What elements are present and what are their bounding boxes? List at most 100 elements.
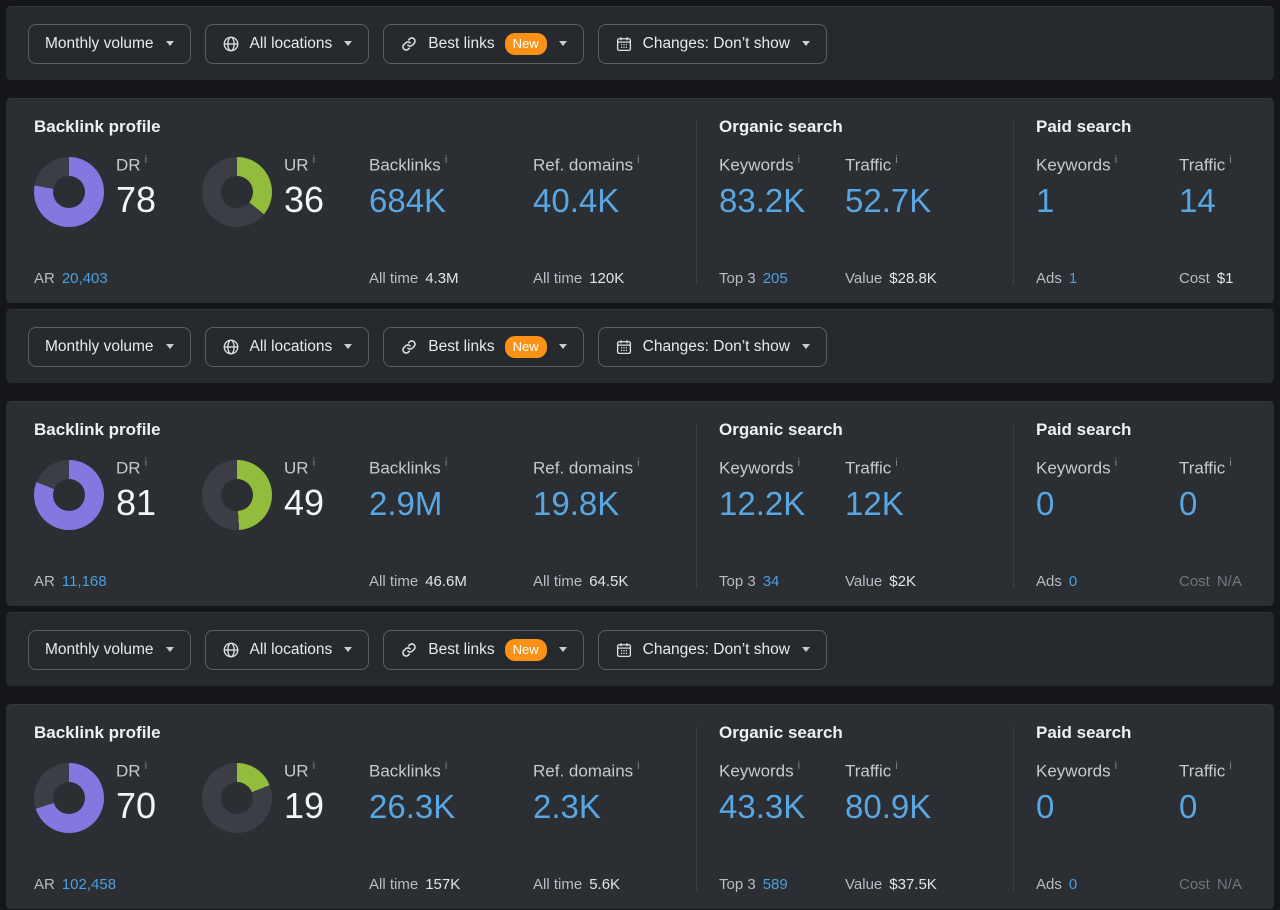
section-title: Paid search	[1036, 117, 1132, 136]
chevron-down-icon	[558, 344, 567, 349]
ref-domains-value-link[interactable]: 19.8K	[533, 485, 620, 522]
ref-domains-value-link[interactable]: 2.3K	[533, 788, 601, 825]
top3-label: Top 3	[719, 573, 756, 590]
best-links-label: Best links	[428, 640, 495, 658]
paid-keywords-value-link[interactable]: 0	[1036, 485, 1055, 522]
best-links-dropdown[interactable]: Best links New	[383, 629, 584, 670]
paid-traffic-metric: Traffic i 0 Cost N/A	[1179, 760, 1252, 909]
paid-traffic-value-link[interactable]: 0	[1179, 485, 1198, 522]
info-icon: i	[797, 760, 801, 772]
info-icon: i	[444, 457, 448, 469]
ar-value-link[interactable]: 102,458	[61, 876, 117, 893]
info-icon: i	[895, 760, 898, 772]
info-icon: i	[444, 760, 448, 772]
ads-label: Ads	[1036, 876, 1062, 893]
new-badge: New	[504, 32, 547, 55]
best-links-label: Best links	[428, 337, 495, 355]
organic-keywords-value-link[interactable]: 12.2K	[719, 485, 806, 522]
dr-metric: DR i 81 AR 11,168	[34, 457, 202, 606]
ur-donut-chart	[202, 460, 272, 530]
cost-label: Cost	[1179, 270, 1210, 287]
all-time-label: All time	[369, 573, 419, 590]
all-time-value: 4.3M	[425, 270, 459, 287]
changes-dropdown[interactable]: Changes: Don’t show	[597, 23, 827, 64]
monthly-volume-dropdown[interactable]: Monthly volume	[28, 326, 191, 367]
calendar-icon	[616, 339, 631, 354]
organic-keywords-value-link[interactable]: 83.2K	[719, 182, 806, 219]
info-icon: i	[895, 154, 898, 166]
chevron-down-icon	[558, 41, 567, 46]
backlinks-value-link[interactable]: 684K	[369, 182, 447, 219]
backlinks-value-link[interactable]: 26.3K	[369, 788, 456, 825]
ar-value-link[interactable]: 11,168	[61, 573, 107, 590]
backlinks-label: Backlinks	[369, 458, 441, 478]
paid-traffic-value-link[interactable]: 14	[1179, 182, 1216, 219]
organic-traffic-value-link[interactable]: 52.7K	[845, 182, 932, 219]
all-locations-dropdown[interactable]: All locations	[204, 326, 370, 367]
new-badge: New	[504, 335, 547, 358]
organic-keywords-value-link[interactable]: 43.3K	[719, 788, 806, 825]
ref-domains-label: Ref. domains	[533, 458, 634, 478]
all-locations-dropdown[interactable]: All locations	[204, 23, 370, 64]
best-links-dropdown[interactable]: Best links New	[383, 326, 584, 367]
monthly-volume-dropdown[interactable]: Monthly volume	[28, 629, 191, 670]
all-time-value: 120K	[589, 270, 625, 287]
traffic-label: Traffic	[845, 458, 892, 478]
vertical-divider	[1013, 424, 1014, 588]
ads-value-link[interactable]: 0	[1068, 573, 1078, 590]
keywords-label: Keywords	[1036, 761, 1111, 781]
paid-keywords-metric: Keywords i 0 Ads 0	[1036, 760, 1179, 909]
calendar-icon	[616, 36, 631, 51]
chevron-down-icon	[344, 647, 353, 652]
all-locations-dropdown[interactable]: All locations	[204, 629, 370, 670]
top3-value-link[interactable]: 34	[762, 573, 780, 590]
new-badge: New	[504, 638, 547, 661]
keywords-label: Keywords	[719, 458, 794, 478]
info-icon: i	[797, 457, 801, 469]
changes-dropdown[interactable]: Changes: Don’t show	[597, 629, 827, 670]
ref-domains-value-link[interactable]: 40.4K	[533, 182, 620, 219]
ar-value-link[interactable]: 20,403	[61, 270, 108, 287]
section-title: Backlink profile	[34, 117, 161, 136]
info-icon: i	[312, 457, 316, 469]
backlinks-value-link[interactable]: 2.9M	[369, 485, 443, 522]
organic-traffic-value-link[interactable]: 12K	[845, 485, 904, 522]
info-icon: i	[1229, 154, 1232, 166]
info-icon: i	[1114, 760, 1118, 772]
ads-value-link[interactable]: 0	[1068, 876, 1078, 893]
ar-label: AR	[34, 876, 55, 893]
section-title: Backlink profile	[34, 420, 161, 439]
info-icon: i	[637, 760, 640, 772]
section-title: Organic search	[719, 420, 843, 439]
chevron-down-icon	[558, 647, 567, 652]
monthly-volume-dropdown[interactable]: Monthly volume	[28, 23, 191, 64]
ur-label: UR	[284, 458, 309, 478]
organic-traffic-metric: Traffic i 80.9K Value $37.5K	[845, 760, 1013, 909]
ref-domains-metric: Ref. domains i 40.4K All time 120K	[533, 154, 696, 303]
changes-dropdown[interactable]: Changes: Don’t show	[597, 326, 827, 367]
ur-donut-chart	[202, 157, 272, 227]
organic-keywords-metric: Keywords i 12.2K Top 3 34	[719, 457, 845, 606]
best-links-label: Best links	[428, 34, 495, 52]
top3-value-link[interactable]: 589	[762, 876, 788, 893]
link-icon	[402, 642, 417, 657]
chevron-down-icon	[165, 344, 174, 349]
ur-value: 49	[284, 482, 325, 523]
ur-label: UR	[284, 155, 309, 175]
paid-keywords-value-link[interactable]: 1	[1036, 182, 1055, 219]
top3-value-link[interactable]: 205	[762, 270, 788, 287]
section-title: Organic search	[719, 723, 843, 742]
vertical-divider	[696, 121, 697, 285]
vertical-divider	[696, 727, 697, 891]
ar-label: AR	[34, 270, 55, 287]
organic-traffic-metric: Traffic i 12K Value $2K	[845, 457, 1013, 606]
best-links-dropdown[interactable]: Best links New	[383, 23, 584, 64]
paid-traffic-value-link[interactable]: 0	[1179, 788, 1198, 825]
ur-metric: UR i 49	[202, 457, 369, 606]
filters-toolbar: Monthly volume All locations Best links …	[6, 6, 1274, 80]
ads-value-link[interactable]: 1	[1068, 270, 1078, 287]
paid-keywords-value-link[interactable]: 0	[1036, 788, 1055, 825]
info-icon: i	[144, 457, 148, 469]
info-icon: i	[637, 457, 640, 469]
organic-traffic-value-link[interactable]: 80.9K	[845, 788, 932, 825]
